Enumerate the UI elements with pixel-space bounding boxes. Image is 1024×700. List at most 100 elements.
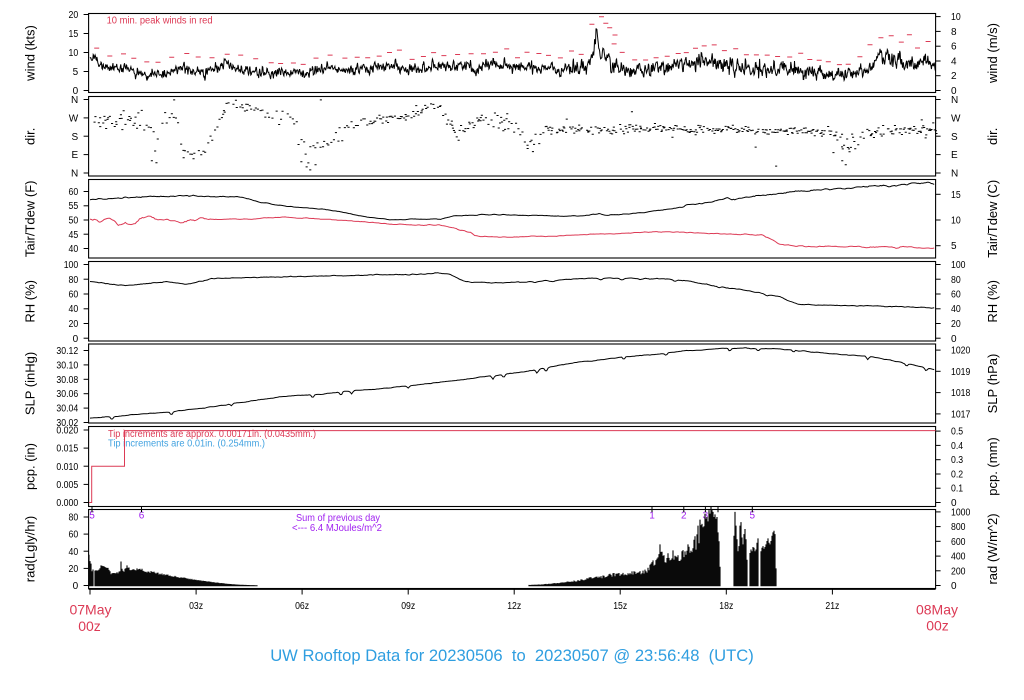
svg-text:0.1: 0.1	[951, 484, 963, 495]
svg-text:100: 100	[64, 260, 79, 271]
svg-text:0: 0	[73, 86, 79, 97]
svg-text:0: 0	[951, 498, 957, 509]
svg-text:0.3: 0.3	[951, 455, 963, 466]
svg-text:5: 5	[750, 511, 756, 522]
svg-text:0.2: 0.2	[951, 470, 963, 481]
svg-text:40: 40	[69, 244, 79, 255]
svg-text:Tip increments are 0.01in. (0.: Tip increments are 0.01in. (0.254mm.)	[108, 439, 265, 450]
svg-text:6: 6	[951, 42, 957, 53]
svg-text:40: 40	[69, 547, 79, 558]
svg-text:W: W	[951, 113, 961, 124]
svg-text:80: 80	[951, 275, 961, 286]
svg-text:1: 1	[649, 511, 655, 522]
svg-text:400: 400	[951, 552, 966, 563]
svg-text:30.02: 30.02	[56, 418, 78, 429]
svg-text:1018: 1018	[951, 388, 971, 399]
svg-text:wind (m/s): wind (m/s)	[985, 23, 1000, 84]
svg-text:pcp. (mm): pcp. (mm)	[985, 437, 1000, 496]
svg-text:00z: 00z	[926, 618, 949, 634]
svg-text:5: 5	[89, 511, 95, 522]
svg-text:RH (%): RH (%)	[23, 280, 38, 323]
svg-text:21z: 21z	[825, 601, 839, 612]
svg-text:0.020: 0.020	[56, 426, 78, 437]
svg-text:0: 0	[951, 86, 957, 97]
svg-text:RH (%): RH (%)	[985, 280, 1000, 323]
svg-text:30.12: 30.12	[56, 346, 78, 357]
svg-text:55: 55	[69, 201, 79, 212]
svg-text:30.10: 30.10	[56, 360, 78, 371]
svg-text:1019: 1019	[951, 367, 971, 378]
svg-text:06z: 06z	[295, 601, 309, 612]
svg-text:30.04: 30.04	[56, 404, 78, 415]
svg-text:4: 4	[951, 57, 957, 68]
svg-text:10: 10	[69, 48, 79, 59]
svg-text:0.005: 0.005	[56, 480, 78, 491]
svg-text:15: 15	[951, 190, 961, 201]
svg-text:pcp. (in): pcp. (in)	[23, 443, 38, 490]
svg-text:N: N	[951, 169, 958, 180]
svg-text:E: E	[951, 150, 958, 161]
svg-text:wind (kts): wind (kts)	[23, 25, 38, 82]
svg-text:Sum of previous day: Sum of previous day	[296, 513, 380, 524]
svg-text:SLP (hPa): SLP (hPa)	[985, 354, 1000, 414]
svg-text:UW Rooftop Data for 20230506: UW Rooftop Data for 20230506 to 20230507…	[270, 646, 754, 665]
svg-text:5: 5	[951, 241, 957, 252]
svg-text:60: 60	[69, 530, 79, 541]
svg-text:00z: 00z	[78, 618, 101, 634]
svg-text:W: W	[69, 113, 79, 124]
svg-text:80: 80	[69, 275, 79, 286]
svg-text:08May: 08May	[916, 602, 958, 618]
svg-text:20: 20	[69, 564, 79, 575]
svg-text:Tair/Tdew (F): Tair/Tdew (F)	[23, 181, 38, 258]
svg-text:0.010: 0.010	[56, 462, 78, 473]
svg-text:800: 800	[951, 522, 966, 533]
svg-text:10 min. peak winds in red: 10 min. peak winds in red	[107, 15, 213, 26]
svg-text:6: 6	[139, 511, 145, 522]
svg-text:0.015: 0.015	[56, 444, 78, 455]
svg-text:N: N	[71, 169, 78, 180]
svg-text:Tair/Tdew (C): Tair/Tdew (C)	[985, 180, 1000, 258]
svg-text:dir.: dir.	[23, 128, 38, 145]
svg-text:60: 60	[69, 187, 79, 198]
svg-text:rad(Lgly/hr): rad(Lgly/hr)	[23, 516, 38, 582]
svg-text:60: 60	[951, 290, 961, 301]
svg-text:60: 60	[69, 290, 79, 301]
svg-text:600: 600	[951, 537, 966, 548]
svg-text:15: 15	[69, 29, 79, 40]
svg-text:10: 10	[951, 12, 961, 23]
svg-text:07May: 07May	[69, 602, 111, 618]
svg-text:15z: 15z	[613, 601, 627, 612]
svg-text:N: N	[951, 95, 958, 106]
svg-text:8: 8	[951, 27, 957, 38]
svg-text:0: 0	[73, 581, 79, 592]
svg-text:200: 200	[951, 566, 966, 577]
svg-text:20: 20	[951, 319, 961, 330]
svg-text:5: 5	[73, 67, 79, 78]
svg-text:<--- 6.4 MJoules/m^2: <--- 6.4 MJoules/m^2	[292, 523, 382, 534]
svg-text:50: 50	[69, 216, 79, 227]
svg-text:80: 80	[69, 513, 79, 524]
svg-text:0: 0	[951, 581, 957, 592]
svg-text:20: 20	[69, 319, 79, 330]
svg-text:0: 0	[73, 334, 79, 345]
svg-text:12z: 12z	[507, 601, 521, 612]
svg-text:09z: 09z	[401, 601, 415, 612]
svg-text:03z: 03z	[189, 601, 203, 612]
svg-text:0: 0	[951, 334, 957, 345]
svg-text:10: 10	[951, 216, 961, 227]
svg-text:18z: 18z	[719, 601, 733, 612]
svg-text:45: 45	[69, 230, 79, 241]
svg-text:S: S	[951, 132, 958, 143]
svg-text:1020: 1020	[951, 346, 971, 357]
svg-text:40: 40	[69, 304, 79, 315]
svg-text:1017: 1017	[951, 409, 971, 420]
svg-text:30.08: 30.08	[56, 375, 78, 386]
svg-text:rad (W/m^2): rad (W/m^2)	[985, 513, 1000, 584]
svg-text:SLP (inHg): SLP (inHg)	[23, 352, 38, 415]
svg-text:0.000: 0.000	[56, 498, 78, 509]
svg-text:dir.: dir.	[985, 128, 1000, 145]
svg-text:Tip increments are approx. 0.0: Tip increments are approx. 0.00171in. (0…	[108, 429, 316, 440]
svg-text:2: 2	[951, 71, 957, 82]
svg-text:3: 3	[703, 511, 709, 522]
svg-text:40: 40	[951, 304, 961, 315]
